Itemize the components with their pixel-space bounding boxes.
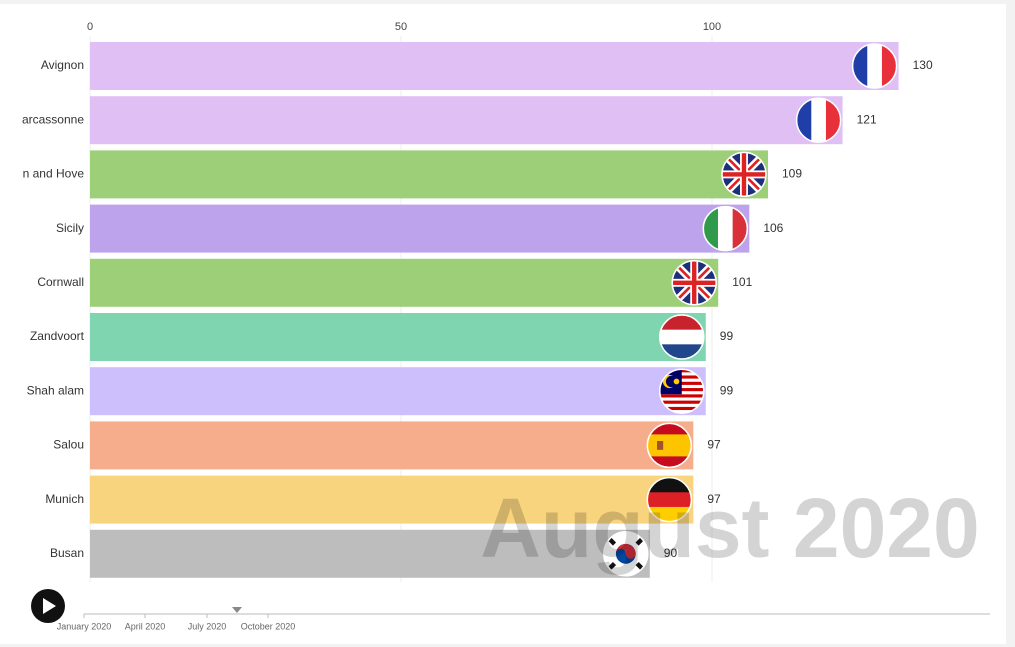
value-label: 99: [720, 383, 734, 397]
value-label: 106: [763, 221, 783, 235]
timeline: January 2020 April 2020 July 2020 October 2…: [31, 589, 990, 631]
flag-part: [659, 410, 704, 414]
flag-part: [659, 400, 704, 404]
flag-part: [647, 423, 692, 435]
flag-part: [717, 206, 734, 251]
timeline-label: July 2020: [188, 621, 227, 631]
flag-part: [659, 315, 704, 331]
flag-border: [702, 205, 749, 252]
flag-border: [795, 97, 842, 143]
flag-border: [646, 422, 693, 469]
flag-part: [867, 44, 883, 88]
flag-part: [659, 403, 704, 408]
flag-part: [635, 537, 644, 546]
flag-border: [659, 368, 705, 414]
y-tick-label: Avignon: [41, 58, 84, 72]
flag-border: [603, 531, 649, 577]
x-tick-label: 0: [87, 21, 93, 33]
flag: [721, 152, 766, 197]
flag-part: [673, 378, 680, 385]
bar: [90, 42, 899, 90]
bar: [90, 150, 768, 199]
timeline-label: October 2020: [241, 621, 296, 631]
value-label: 97: [707, 492, 721, 506]
y-tick-label: Salou: [53, 438, 84, 452]
flag-part: [647, 492, 692, 508]
flag-part: [657, 441, 664, 450]
flag: [672, 260, 717, 305]
flag: [659, 369, 704, 414]
timeline-label: January 2020: [57, 621, 112, 631]
flag-part: [635, 562, 644, 570]
value-label: 90: [664, 546, 678, 560]
flag-part: [703, 206, 719, 251]
y-tick-label: Munich: [45, 492, 84, 506]
flag-part: [659, 394, 704, 398]
flag-part: [659, 329, 704, 345]
play-icon: [43, 598, 56, 614]
flag-part: [811, 98, 827, 143]
flag-part: [665, 375, 678, 388]
bar: [90, 258, 719, 307]
value-label: 97: [707, 438, 721, 452]
flag-part: [647, 434, 692, 457]
bar: [90, 204, 750, 253]
y-tick-label: Cornwall: [37, 275, 84, 289]
y-tick-label: n and Hove: [23, 167, 85, 181]
flag-part: [647, 477, 692, 493]
bar: [90, 529, 650, 578]
value-label: 130: [913, 58, 933, 72]
flag: [603, 531, 648, 576]
y-tick-label: Busan: [50, 546, 84, 560]
flag-border: [721, 151, 767, 198]
flag-border: [671, 260, 717, 306]
flag-part: [659, 406, 704, 411]
flag: [647, 477, 692, 522]
flag-border: [646, 476, 693, 523]
y-tick-label: Shah alam: [27, 383, 84, 397]
y-tick-label: Sicily: [56, 221, 84, 235]
timeline-handle[interactable]: [232, 607, 242, 613]
flag-part: [608, 537, 617, 546]
x-tick-label: 100: [703, 21, 721, 33]
bar: [90, 475, 694, 524]
bar: [90, 421, 694, 470]
flag-part: [647, 456, 692, 468]
flag-part: [608, 562, 617, 570]
bar: [90, 96, 843, 145]
value-label: 109: [782, 167, 802, 181]
timeline-label: April 2020: [125, 621, 166, 631]
y-tick-label: Zandvoort: [30, 329, 85, 343]
bar: [90, 367, 706, 416]
bar: [90, 313, 706, 361]
value-label: 121: [857, 112, 877, 126]
flag-part: [672, 280, 717, 285]
value-label: 99: [720, 329, 734, 343]
x-tick-label: 50: [395, 21, 407, 33]
flag-part: [852, 44, 868, 88]
flag: [647, 423, 692, 468]
flag-border: [851, 43, 898, 89]
flag-part: [659, 397, 704, 401]
value-label: 101: [732, 275, 752, 289]
flag-border: [659, 314, 705, 360]
flag-part: [796, 98, 812, 143]
date-watermark: August 2020: [480, 481, 980, 575]
flag-part: [721, 172, 766, 177]
flag: [659, 315, 704, 359]
y-tick-label: arcassonne: [22, 112, 84, 126]
flag-part: [615, 543, 636, 559]
